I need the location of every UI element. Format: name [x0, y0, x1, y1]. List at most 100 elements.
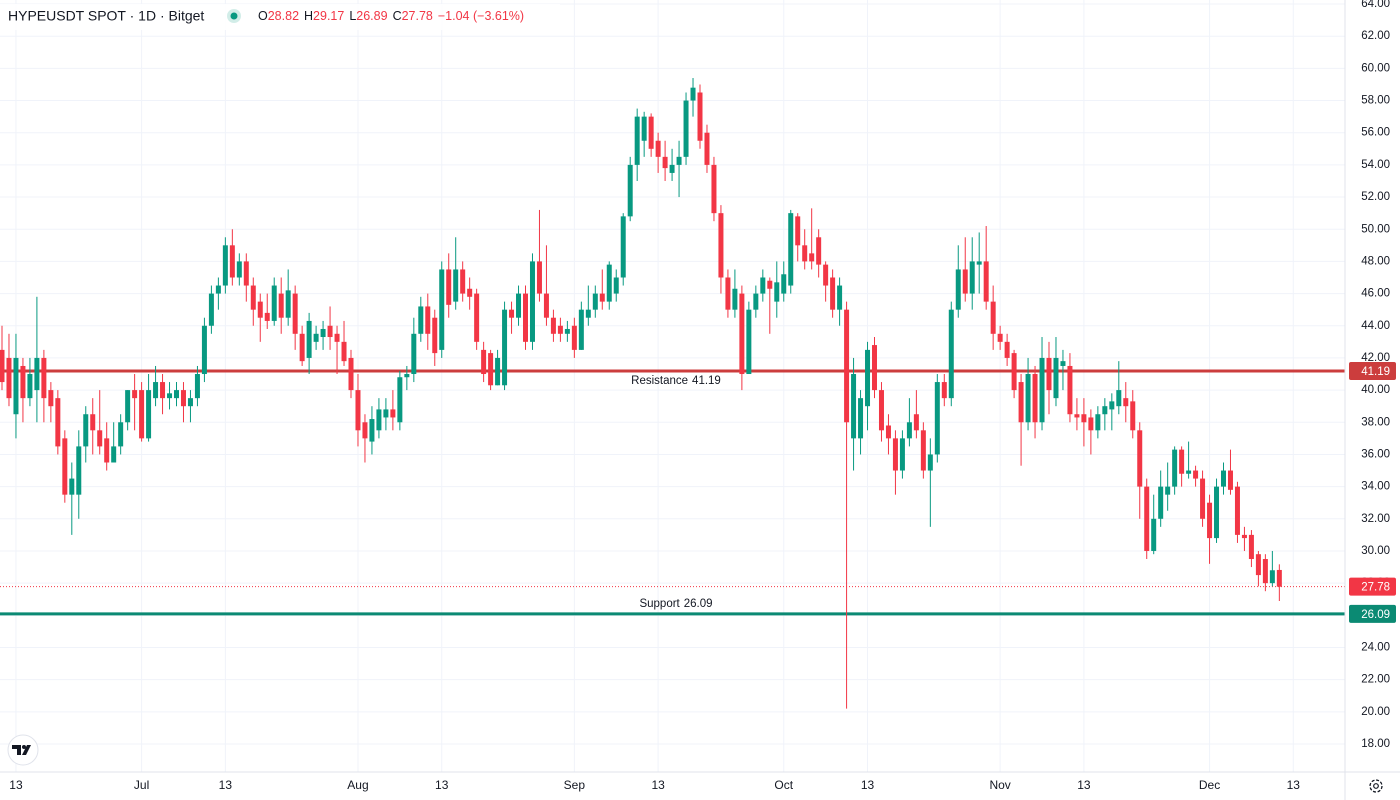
candle-body	[1234, 486, 1240, 535]
y-tick-label: 20.00	[1361, 706, 1390, 718]
ohlc-value: 29.17	[313, 9, 344, 23]
candle-body	[920, 430, 926, 471]
candle-body	[858, 398, 864, 439]
candles	[0, 78, 1282, 709]
settings-gear[interactable]	[1369, 779, 1383, 793]
y-tick-label: 52.00	[1361, 191, 1390, 203]
level-value: 41.19	[692, 375, 721, 387]
logo-dot	[22, 745, 26, 749]
candle-body	[634, 116, 640, 165]
candle-body	[795, 216, 801, 246]
candle-body	[823, 264, 829, 286]
candle-body	[250, 285, 256, 310]
candle-body	[620, 216, 626, 278]
ohlc-value: 27.78	[402, 9, 433, 23]
candle-body	[1053, 357, 1059, 399]
last-price-tag	[1349, 577, 1396, 596]
candle-body	[118, 422, 124, 447]
x-tick-label: Aug	[347, 778, 368, 792]
candle-body	[83, 414, 89, 447]
x-tick-label: 13	[9, 778, 23, 792]
tradingview-logo[interactable]	[7, 734, 39, 766]
candle-body	[306, 320, 312, 358]
candle-body	[481, 349, 487, 375]
candle-body	[1081, 414, 1087, 423]
logo-mark	[12, 745, 31, 755]
y-tick-label: 38.00	[1361, 416, 1390, 428]
candle-body	[1262, 559, 1268, 584]
level-label: Resistance 41.19	[631, 375, 721, 387]
candle-body	[1172, 449, 1178, 487]
candle-body	[1116, 390, 1122, 407]
candle-body	[125, 390, 131, 423]
y-tick-label: 30.00	[1361, 545, 1390, 557]
candle-body	[516, 293, 522, 318]
ohlc-key: C	[393, 9, 402, 23]
candle-body	[348, 357, 354, 391]
candle-body	[1130, 401, 1136, 431]
ohlc-key: L	[349, 9, 356, 23]
candle-body	[194, 374, 200, 399]
candle-body	[292, 293, 298, 334]
candle-body	[327, 325, 333, 338]
candle-body	[334, 333, 340, 342]
candle-body	[495, 357, 501, 386]
y-tick-label: 64.00	[1361, 0, 1390, 10]
y-tick-label: 32.00	[1361, 513, 1390, 525]
candle-body	[809, 253, 815, 262]
candle-body	[425, 306, 431, 334]
candle-body	[453, 269, 459, 302]
candle-body	[1095, 414, 1101, 431]
candle-body	[774, 282, 780, 302]
candle-body	[802, 245, 808, 262]
candle-body	[1248, 534, 1254, 560]
candle-body	[0, 349, 5, 383]
candle-body	[1241, 534, 1247, 539]
symbol-title[interactable]: HYPEUSDT SPOT · 1D · Bitget	[8, 8, 204, 24]
candle-body	[187, 398, 193, 407]
x-tick-label: Oct	[774, 778, 793, 792]
candle-body	[760, 277, 766, 294]
candle-body	[271, 285, 277, 321]
candle-body	[599, 293, 605, 302]
x-tick-label: 13	[1077, 778, 1091, 792]
ohlc-key: H	[304, 9, 313, 23]
legend-backdrop	[0, 4, 560, 30]
candle-body	[229, 245, 235, 278]
candle-body	[34, 357, 40, 391]
candle-body	[174, 390, 179, 399]
candle-body	[1025, 374, 1031, 423]
candle-body	[13, 357, 19, 415]
change: −1.04 (−3.61%)	[438, 9, 524, 23]
candle-body	[648, 116, 654, 149]
y-tick-label: 34.00	[1361, 481, 1390, 493]
candle-body	[1074, 414, 1080, 418]
candle-body	[502, 309, 508, 386]
logo-circle	[7, 734, 39, 766]
ohlc-key: O	[258, 9, 268, 23]
candle-body	[613, 277, 619, 294]
candle-body	[446, 269, 452, 305]
candle-body	[6, 357, 12, 399]
level-name: Support	[639, 598, 680, 610]
candle-body	[201, 325, 207, 375]
candle-body	[90, 414, 96, 431]
candle-body	[278, 293, 284, 318]
candle-body	[1227, 470, 1233, 490]
candle-body	[411, 333, 417, 375]
y-tick-label: 22.00	[1361, 674, 1390, 686]
candle-body	[767, 280, 773, 289]
candle-body	[732, 288, 738, 310]
candle-body	[1088, 417, 1094, 431]
candle-body	[146, 390, 152, 439]
candle-body	[641, 116, 647, 141]
candle-body	[76, 446, 82, 495]
candle-body	[285, 290, 291, 318]
candle-body	[830, 277, 836, 310]
candle-body	[697, 92, 703, 141]
candle-body	[711, 164, 717, 214]
candle-body	[885, 425, 891, 439]
x-tick-label: 13	[861, 778, 875, 792]
